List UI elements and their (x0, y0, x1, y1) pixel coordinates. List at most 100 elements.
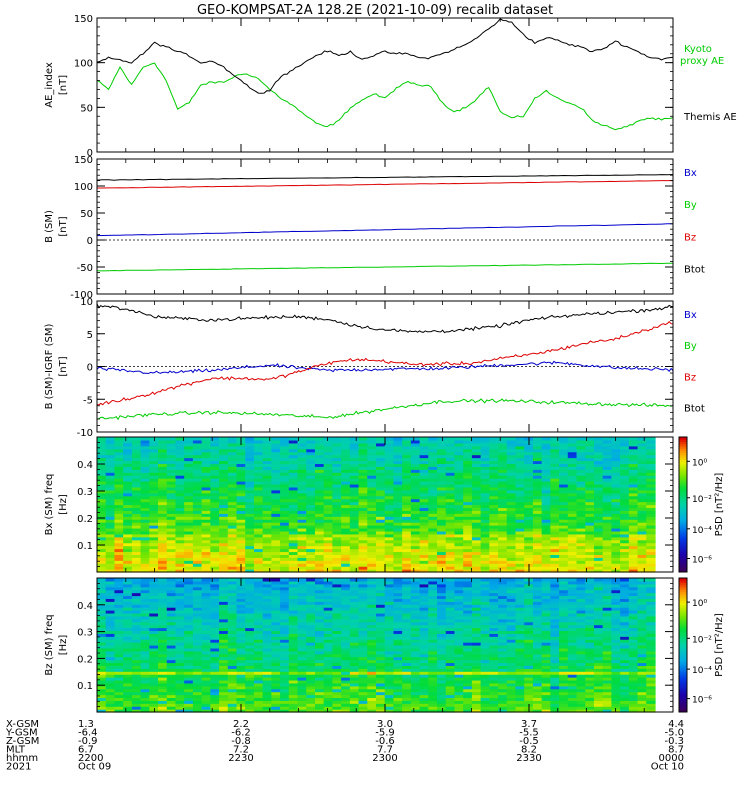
spectrogram-cell (175, 636, 185, 640)
spectrogram-cell (140, 578, 150, 582)
spectrogram-cell (306, 481, 316, 485)
spectrogram-cell (297, 475, 307, 479)
spectrogram-cell (201, 647, 211, 652)
spectrogram-cell (620, 451, 630, 456)
spectrogram-cell (541, 481, 551, 485)
spectrogram-cell (384, 519, 395, 523)
spectrogram-cell (471, 439, 482, 444)
spectrogram-cell (123, 560, 133, 564)
spectrogram-cell (602, 551, 613, 555)
spectrogram-cell (567, 542, 578, 547)
spectrogram-cell (506, 554, 517, 558)
spectrogram-cell (201, 551, 211, 555)
spectrogram-cell (97, 615, 107, 620)
spectrogram-cell (506, 522, 517, 526)
spectrogram-cell (227, 592, 238, 597)
colorbar-segment (679, 538, 687, 541)
spectrogram-cell (297, 463, 307, 467)
spectrogram-cell (323, 501, 334, 506)
spectrogram-cell (541, 560, 551, 564)
spectrogram-cell (175, 621, 185, 626)
spectrogram-cell (602, 536, 613, 541)
spectrogram-cell (524, 448, 534, 453)
spectrogram-cell (227, 656, 238, 661)
spectrogram-cell (419, 439, 429, 444)
spectrogram-cell (297, 700, 307, 704)
spectrogram-cell (210, 478, 220, 482)
spectrogram-cell (410, 486, 421, 491)
spectrogram-cell (236, 475, 246, 479)
spectrogram-cell (236, 495, 246, 500)
spectrogram-cell (367, 539, 377, 544)
spectrogram-cell (576, 498, 586, 503)
spectrogram-cell (376, 679, 386, 684)
spectrogram-cell (419, 560, 429, 564)
spectrogram-cell (245, 545, 255, 550)
spectrogram-cell (288, 566, 299, 570)
spectrogram-cell (97, 688, 107, 693)
spectrogram-cell (149, 533, 159, 538)
spectrogram-cell (376, 662, 386, 666)
spectrogram-cell (149, 498, 159, 503)
spectrogram-cell (253, 601, 264, 605)
spectrogram-cell (210, 647, 220, 652)
spectrogram-cell (227, 542, 238, 547)
spectrogram-cell (288, 650, 299, 655)
spectrogram-cell (114, 688, 124, 693)
spectrogram-cell (314, 639, 325, 643)
spectrogram-cell (323, 489, 334, 494)
spectrogram-cell (227, 653, 238, 658)
spectrogram-cell (114, 624, 124, 629)
spectrogram-cell (620, 545, 630, 550)
spectrogram-cell (280, 709, 290, 713)
spectrogram-cell (367, 533, 377, 538)
spectrogram-cell (323, 457, 334, 462)
spectrogram-cell (114, 685, 124, 690)
spectrogram-cell (471, 454, 482, 459)
spectrogram-cell (227, 685, 238, 690)
spectrogram-cell (227, 516, 238, 520)
spectrogram-cell (611, 557, 621, 561)
spectrogram-cell (341, 560, 351, 564)
spectrogram-cell (131, 516, 142, 520)
spectrogram-cell (515, 472, 525, 476)
spectrogram-cell (463, 463, 473, 467)
spectrogram-cell (114, 668, 124, 672)
spectrogram-cell (637, 495, 647, 500)
spectrogram-cell (410, 483, 421, 488)
spectrogram-cell (349, 682, 360, 687)
spectrogram-cell (332, 522, 342, 526)
spectrogram-cell (210, 706, 220, 710)
spectrogram-cell (593, 536, 604, 541)
spectrogram-cell (550, 454, 560, 459)
spectrogram-cell (628, 483, 639, 488)
spectrogram-cell (271, 583, 281, 588)
spectrogram-cell (480, 557, 490, 561)
spectrogram-cell (445, 566, 456, 570)
spectrogram-cell (140, 709, 150, 713)
spectrogram-cell (498, 445, 508, 450)
spectrogram-cell (210, 539, 220, 544)
spectrogram-cell (332, 492, 342, 497)
spectrogram-cell (175, 682, 185, 687)
spectrogram-cell (314, 516, 325, 520)
spectrogram-cell (149, 457, 159, 462)
spectrogram-cell (219, 580, 229, 585)
spectrogram-cell (332, 510, 342, 514)
spectrogram-cell (471, 516, 482, 520)
spectrogram-cell (628, 463, 639, 467)
spectrogram-cell (297, 551, 307, 555)
spectrogram-cell (131, 662, 142, 666)
spectrogram-cell (576, 504, 586, 509)
spectrogram-cell (105, 560, 116, 564)
spectrogram-cell (175, 530, 185, 535)
spectrogram-cell (419, 454, 429, 459)
spectrogram-cell (323, 642, 334, 646)
spectrogram-cell (253, 586, 264, 591)
spectrogram-cell (245, 439, 255, 444)
spectrogram-cell (288, 522, 299, 526)
spectrogram-cell (349, 688, 360, 693)
spectrogram-cell (149, 612, 159, 617)
spectrogram-cell (454, 504, 464, 509)
spectrogram-cell (498, 530, 508, 535)
